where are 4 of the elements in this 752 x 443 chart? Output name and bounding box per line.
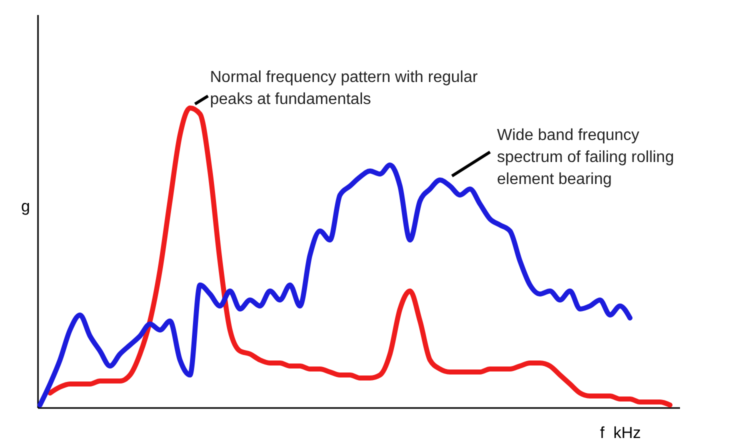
x-axis-title: f kHz xyxy=(600,425,641,442)
annotation: Wide band frequncy spectrum of failing rolling element bearing xyxy=(497,127,674,188)
annotation: Normal frequency pattern with regular peaks at fundamentals xyxy=(210,69,478,108)
y-axis-title: g xyxy=(21,198,30,216)
